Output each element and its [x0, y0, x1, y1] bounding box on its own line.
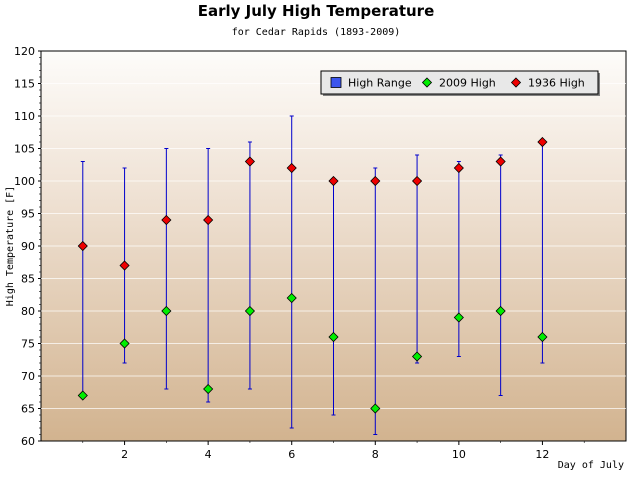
legend-label: 1936 High [528, 77, 585, 90]
marker-1936 [77, 240, 88, 252]
marker-2009 [453, 312, 464, 323]
marker-1936 [203, 214, 214, 226]
marker-2009 [328, 331, 339, 343]
marker-2009 [203, 383, 214, 395]
marker-1936 [495, 156, 506, 167]
marker-2009 [537, 331, 548, 343]
legend: High Range 2009 High 1936 High [320, 70, 600, 96]
marker-1936 [328, 175, 339, 187]
y-tick-label: 95 [21, 208, 35, 221]
y-tick-label: 80 [21, 305, 35, 318]
y-tick-label: 110 [14, 110, 35, 123]
x-tick-label: 4 [205, 448, 212, 461]
marker-2009 [412, 351, 423, 362]
legend-symbol [510, 77, 522, 88]
y-tick-label: 60 [21, 435, 35, 448]
legend-symbol [421, 77, 433, 88]
x-tick-label: 10 [452, 448, 466, 461]
y-tick-label: 115 [14, 78, 35, 91]
x-tick-label: 2 [121, 448, 128, 461]
marker-2009 [119, 338, 130, 349]
y-tick-label: 75 [21, 338, 35, 351]
data-marks [77, 115, 548, 435]
grid-lines [41, 83, 626, 409]
marker-1936 [286, 162, 297, 174]
y-tick-label: 70 [21, 370, 35, 383]
marker-2009 [161, 305, 172, 317]
marker-1936 [537, 136, 548, 148]
legend-box [320, 70, 599, 95]
marker-1936 [453, 162, 464, 174]
marker-2009 [370, 403, 381, 414]
x-tick-label: 8 [372, 448, 379, 461]
y-tick-label: 65 [21, 403, 35, 416]
marker-1936 [244, 156, 255, 167]
x-tick-label: 12 [535, 448, 549, 461]
marker-2009 [286, 292, 297, 304]
y-axis: 60 65 70 75 80 85 90 95 100 105 110 115 120 [14, 45, 41, 448]
marker-2009 [244, 305, 255, 317]
marker-1936 [370, 175, 381, 187]
y-tick-label: 120 [14, 45, 35, 58]
marker-2009 [77, 390, 88, 401]
legend-label: High Range [348, 77, 412, 90]
marker-2009 [495, 305, 506, 317]
legend-label: 2009 High [439, 77, 496, 90]
marker-1936 [161, 214, 172, 226]
marker-1936 [119, 260, 130, 271]
y-tick-label: 85 [21, 273, 35, 286]
y-axis-label: High Temperature [F] [5, 186, 16, 306]
y-tick-label: 90 [21, 240, 35, 253]
legend-symbol-range [330, 77, 342, 88]
x-tick-label: 6 [288, 448, 295, 461]
chart-subtitle: for Cedar Rapids (1893-2009) [232, 27, 401, 38]
x-axis: 2 4 6 8 10 12 [82, 441, 585, 461]
chart-title: Early July High Temperature [198, 2, 435, 20]
x-axis-label: Day of July [558, 460, 624, 471]
marker-1936 [412, 175, 423, 187]
y-tick-label: 100 [14, 175, 35, 188]
y-tick-label: 105 [14, 143, 35, 156]
